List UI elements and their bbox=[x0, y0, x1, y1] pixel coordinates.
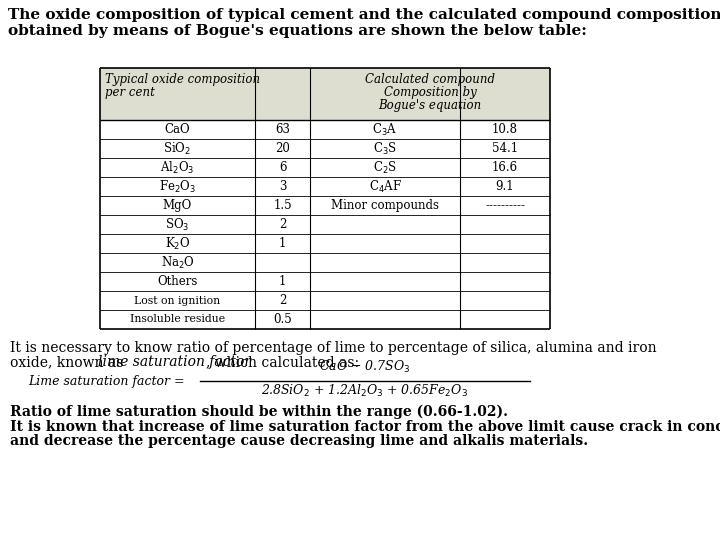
Text: Others: Others bbox=[157, 275, 198, 288]
Text: It is known that increase of lime saturation factor from the above limit cause c: It is known that increase of lime satura… bbox=[10, 420, 720, 434]
Text: Minor compounds: Minor compounds bbox=[331, 199, 439, 212]
Text: Ratio of lime saturation should be within the range (0.66-1.02).: Ratio of lime saturation should be withi… bbox=[10, 405, 508, 420]
Text: oxide, known as: oxide, known as bbox=[10, 355, 127, 369]
Text: obtained by means of Bogue's equations are shown the below table:: obtained by means of Bogue's equations a… bbox=[8, 24, 587, 38]
Text: C$_3$A: C$_3$A bbox=[372, 122, 397, 138]
Text: K$_2$O: K$_2$O bbox=[165, 235, 190, 252]
Text: CaO $-$ 0.7SO$_3$: CaO $-$ 0.7SO$_3$ bbox=[319, 359, 410, 375]
Text: Fe$_2$O$_3$: Fe$_2$O$_3$ bbox=[159, 178, 196, 194]
Text: 1.5: 1.5 bbox=[273, 199, 292, 212]
Text: Lost on ignition: Lost on ignition bbox=[135, 295, 220, 306]
Text: 1: 1 bbox=[279, 237, 286, 250]
Text: 2: 2 bbox=[279, 218, 286, 231]
Text: 6: 6 bbox=[279, 161, 287, 174]
Text: 9.1: 9.1 bbox=[495, 180, 514, 193]
Bar bbox=[100, 68, 550, 120]
Text: 10.8: 10.8 bbox=[492, 123, 518, 136]
Text: 2: 2 bbox=[279, 294, 286, 307]
Text: 1: 1 bbox=[279, 275, 286, 288]
Text: Insoluble residue: Insoluble residue bbox=[130, 314, 225, 325]
Text: Calculated compound: Calculated compound bbox=[365, 73, 495, 86]
Text: Bogue's equation: Bogue's equation bbox=[379, 99, 482, 112]
Text: 20: 20 bbox=[275, 142, 290, 155]
Text: SO$_3$: SO$_3$ bbox=[166, 217, 189, 233]
Text: per cent: per cent bbox=[105, 86, 155, 99]
Text: 63: 63 bbox=[275, 123, 290, 136]
Text: 54.1: 54.1 bbox=[492, 142, 518, 155]
Text: Al$_2$O$_3$: Al$_2$O$_3$ bbox=[161, 159, 194, 176]
Text: lime saturation factor: lime saturation factor bbox=[98, 355, 251, 369]
Text: , which calculated as:: , which calculated as: bbox=[206, 355, 359, 369]
Text: Na$_2$O: Na$_2$O bbox=[161, 254, 194, 271]
Text: CaO: CaO bbox=[165, 123, 190, 136]
Text: Typical oxide composition: Typical oxide composition bbox=[105, 73, 260, 86]
Text: and decrease the percentage cause decreasing lime and alkalis materials.: and decrease the percentage cause decrea… bbox=[10, 434, 588, 448]
Text: C$_2$S: C$_2$S bbox=[373, 159, 397, 176]
Text: Composition by: Composition by bbox=[384, 86, 477, 99]
Text: 2.8SiO$_2$ + 1.2Al$_2$O$_3$ + 0.65Fe$_2$O$_3$: 2.8SiO$_2$ + 1.2Al$_2$O$_3$ + 0.65Fe$_2$… bbox=[261, 383, 469, 399]
Text: C$_3$S: C$_3$S bbox=[373, 140, 397, 157]
Text: The oxide composition of typical cement and the calculated compound composition: The oxide composition of typical cement … bbox=[8, 8, 720, 22]
Text: SiO$_2$: SiO$_2$ bbox=[163, 140, 192, 157]
Text: ----------: ---------- bbox=[485, 199, 525, 212]
Text: It is necessary to know ratio of percentage of lime to percentage of silica, alu: It is necessary to know ratio of percent… bbox=[10, 341, 657, 355]
Text: 0.5: 0.5 bbox=[273, 313, 292, 326]
Text: 16.6: 16.6 bbox=[492, 161, 518, 174]
Text: MgO: MgO bbox=[163, 199, 192, 212]
Text: C$_4$AF: C$_4$AF bbox=[369, 178, 402, 194]
Text: 3: 3 bbox=[279, 180, 287, 193]
Text: Lime saturation factor =: Lime saturation factor = bbox=[28, 375, 189, 388]
